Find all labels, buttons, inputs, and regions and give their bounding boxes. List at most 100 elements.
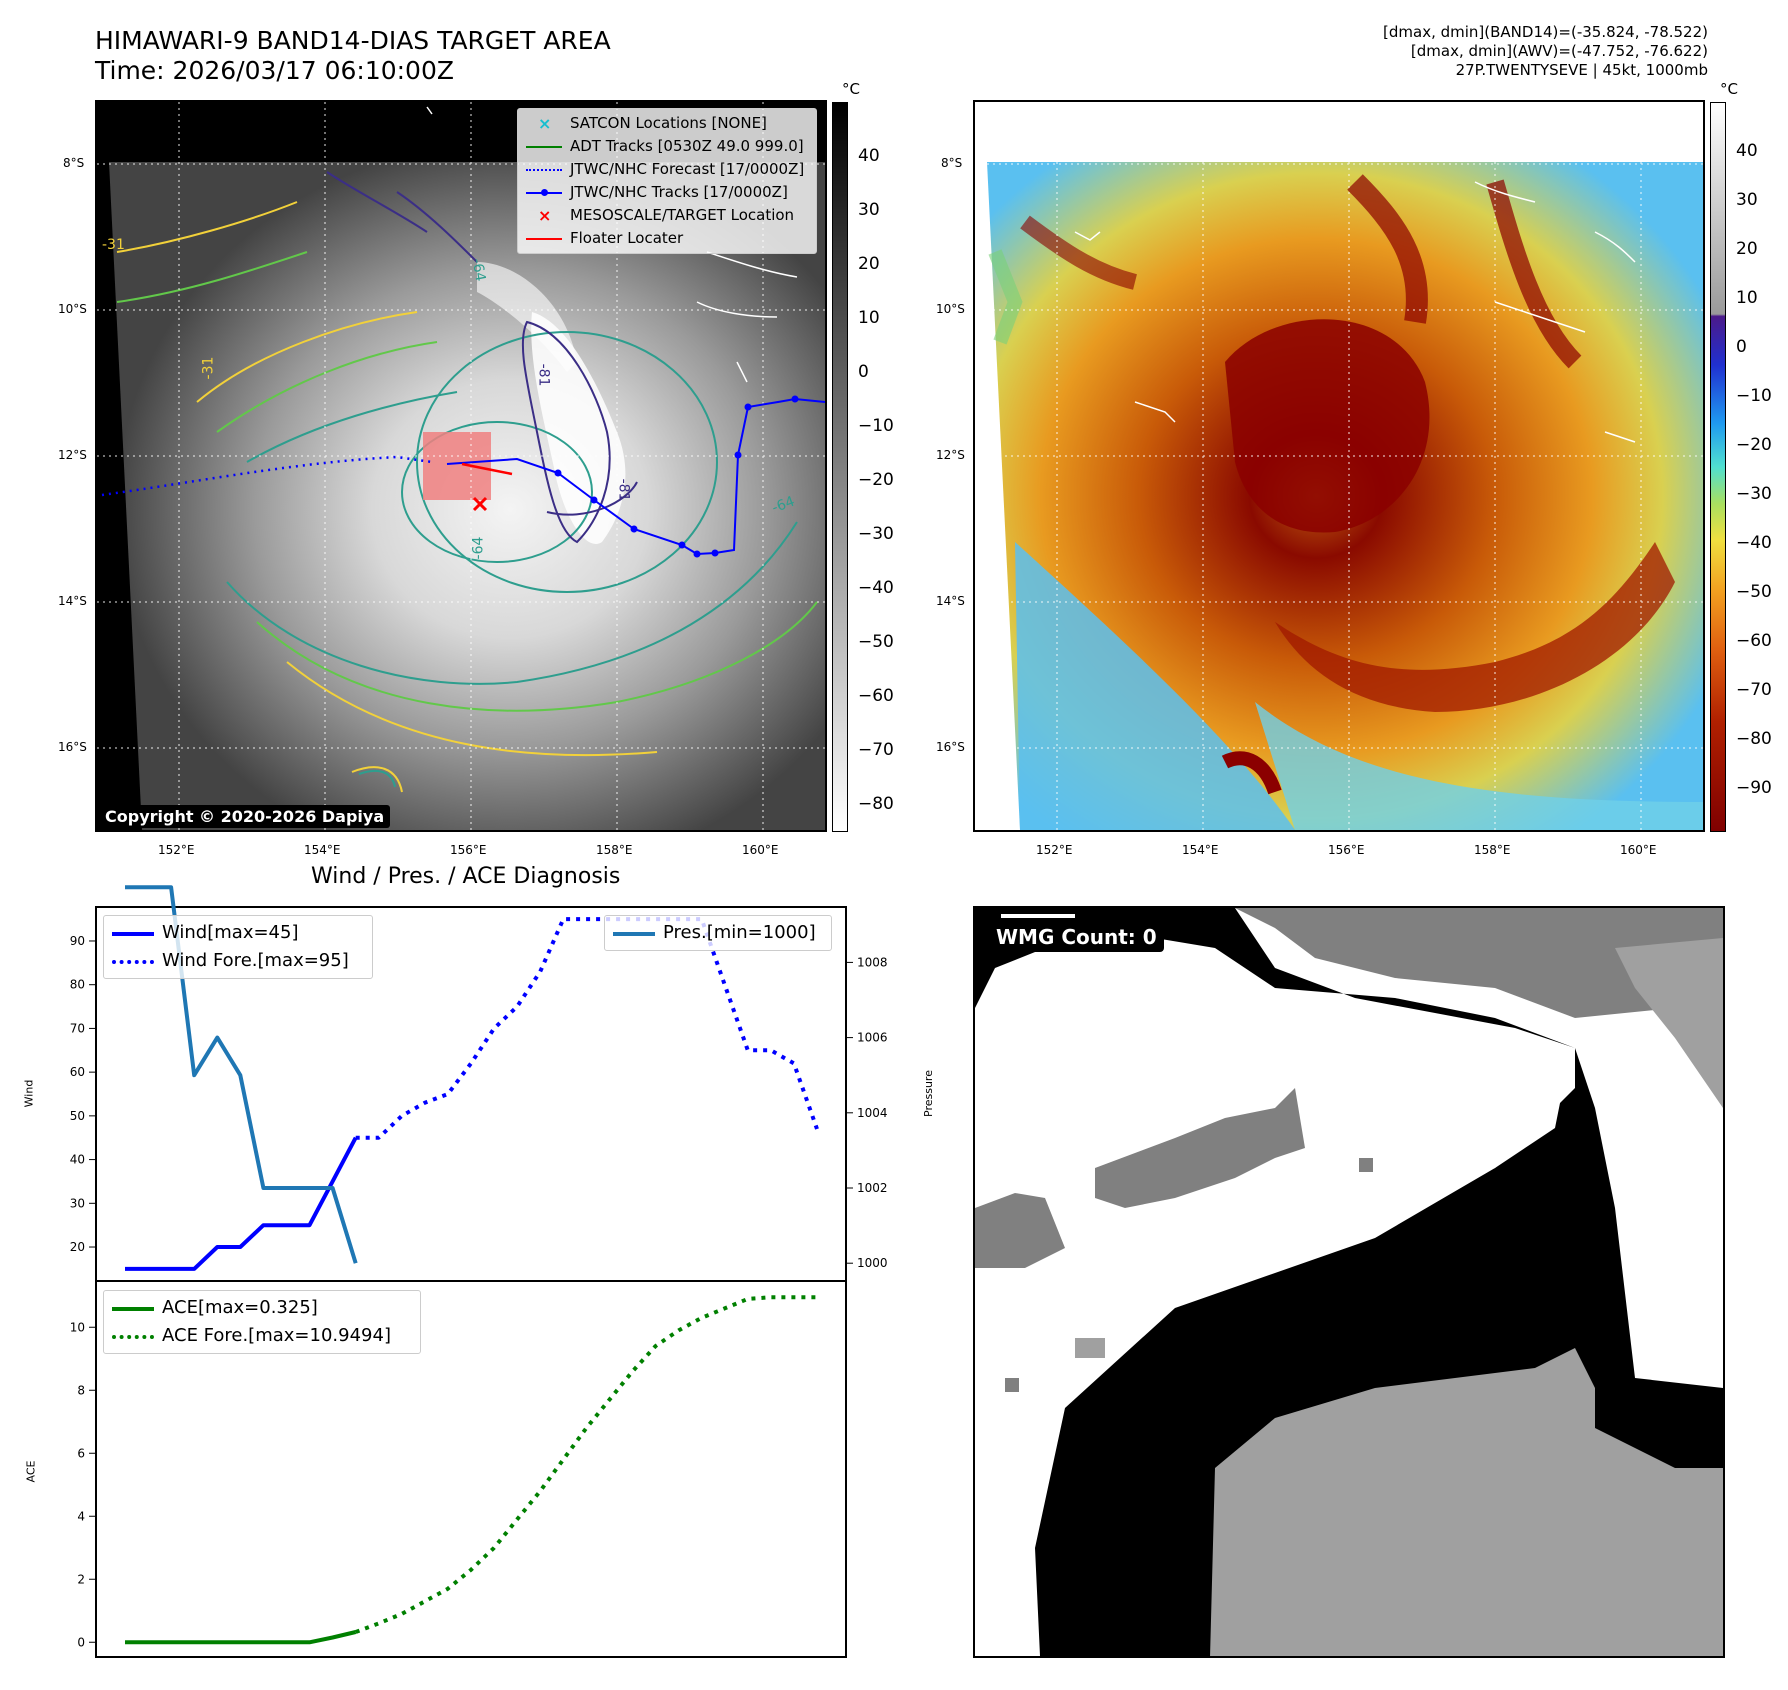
wind-legend: Wind[max=45] Wind Fore.[max=95] bbox=[103, 915, 373, 979]
y-tick-label: 4 bbox=[77, 1509, 85, 1523]
ace-svg: 0 2 4 6 8 10 bbox=[70, 1280, 847, 1658]
colorbar-tick: −30 bbox=[858, 524, 894, 544]
colorbar-tick: 30 bbox=[1736, 190, 1758, 210]
colorbar-tick: 20 bbox=[1736, 239, 1758, 259]
lon-label: 160°E bbox=[1620, 843, 1657, 857]
colorbar-tick: 10 bbox=[858, 308, 880, 328]
series-line bbox=[125, 1630, 357, 1645]
legend-item-wind-forecast: Wind Fore.[max=95] bbox=[112, 947, 364, 975]
colorbar-tick: −30 bbox=[1736, 484, 1772, 504]
line-marker-icon bbox=[526, 232, 562, 246]
y-tick-label: 1008 bbox=[857, 955, 888, 969]
contour-label: -81 bbox=[535, 363, 552, 387]
colorbar-tick: −60 bbox=[858, 686, 894, 706]
lat-label: 14°S bbox=[936, 594, 965, 608]
colorbar-tick: −80 bbox=[858, 794, 894, 814]
y-tick-label: 1000 bbox=[857, 1256, 888, 1270]
lat-label: 10°S bbox=[936, 302, 965, 316]
lat-label: 12°S bbox=[936, 448, 965, 462]
awv-map-image bbox=[975, 102, 1703, 830]
colorbar-tick: 40 bbox=[858, 146, 880, 166]
lon-label: 154°E bbox=[304, 843, 341, 857]
legend-item-wind: Wind[max=45] bbox=[112, 919, 364, 947]
legend-label: MESOSCALE/TARGET Location bbox=[570, 206, 795, 224]
y-tick-label: 30 bbox=[70, 1196, 85, 1210]
line-dot-icon bbox=[526, 186, 562, 200]
y-tick-label: 50 bbox=[70, 1109, 85, 1123]
colorbar-tick: 10 bbox=[1736, 288, 1758, 308]
legend-item-satcon: × SATCON Locations [NONE] bbox=[526, 112, 808, 135]
contour-label: -64 bbox=[470, 536, 487, 560]
colorbar-tick: −80 bbox=[1736, 729, 1772, 749]
colorbar-tick: −70 bbox=[1736, 680, 1772, 700]
y-tick-label: 8 bbox=[77, 1383, 85, 1397]
legend-label: ACE Fore.[max=10.9494] bbox=[162, 1325, 391, 1346]
lat-label: 14°S bbox=[58, 594, 87, 608]
scale-bar bbox=[1001, 914, 1075, 918]
title-line-2: Time: 2026/03/17 06:10:00Z bbox=[95, 56, 454, 85]
line-marker-icon bbox=[112, 1301, 154, 1315]
lon-label: 156°E bbox=[450, 843, 487, 857]
wmg-image bbox=[975, 908, 1723, 1656]
wind-pressure-svg: 20 30 40 50 60 70 80 90 1000 1002 1004 1006 1008 bbox=[70, 885, 888, 1282]
storm-info: 27P.TWENTYSEVE | 45kt, 1000mb bbox=[1455, 61, 1708, 79]
y-tick-label: 1002 bbox=[857, 1181, 888, 1195]
title-line-1: HIMAWARI-9 BAND14-DIAS TARGET AREA bbox=[95, 26, 611, 55]
y-tick-label: 1006 bbox=[857, 1031, 888, 1045]
y-tick-label: 80 bbox=[70, 978, 85, 992]
colorbar-tick: −50 bbox=[858, 632, 894, 652]
legend-label: Wind Fore.[max=95] bbox=[162, 950, 349, 971]
colorbar-tick: −10 bbox=[858, 416, 894, 436]
lat-label: 10°S bbox=[58, 302, 87, 316]
pressure-axis-label: Pressure bbox=[921, 1070, 935, 1117]
colorbar-unit: °C bbox=[1720, 80, 1738, 98]
legend-label: Floater Locater bbox=[570, 229, 684, 247]
x-marker-icon: × bbox=[538, 205, 552, 225]
lon-label: 158°E bbox=[1474, 843, 1511, 857]
y-tick-label: 70 bbox=[70, 1021, 85, 1035]
legend-item-ace: ACE[max=0.325] bbox=[112, 1294, 412, 1322]
y-tick-label: 6 bbox=[77, 1446, 85, 1460]
band14-colorbar bbox=[832, 102, 848, 832]
line-marker-icon bbox=[112, 926, 154, 940]
legend-label: JTWC/NHC Forecast [17/0000Z] bbox=[570, 160, 805, 178]
lat-label: 12°S bbox=[58, 448, 87, 462]
colorbar-tick: 0 bbox=[1736, 337, 1747, 357]
band14-map-image bbox=[97, 102, 825, 830]
wind-axis-label: Wind bbox=[22, 1079, 36, 1108]
lat-label: 16°S bbox=[58, 740, 87, 754]
diagnosis-title: Wind / Pres. / ACE Diagnosis bbox=[311, 864, 621, 889]
stats-band14: [dmax, dmin](BAND14)=(-35.824, -78.522) bbox=[1383, 23, 1708, 41]
contour-label: -31 bbox=[200, 356, 217, 380]
legend-label: SATCON Locations [NONE] bbox=[570, 114, 767, 132]
colorbar-tick: −40 bbox=[858, 578, 894, 598]
legend-item-target: × MESOSCALE/TARGET Location bbox=[526, 204, 808, 227]
y-tick-label: 10 bbox=[70, 1320, 85, 1334]
series-line bbox=[355, 917, 819, 1140]
lon-label: 154°E bbox=[1182, 843, 1219, 857]
legend-item-tracks: JTWC/NHC Tracks [17/0000Z] bbox=[526, 181, 808, 204]
colorbar-tick: −20 bbox=[1736, 435, 1772, 455]
colorbar-tick: 30 bbox=[858, 200, 880, 220]
stats-awv: [dmax, dmin](AWV)=(-47.752, -76.622) bbox=[1410, 42, 1708, 60]
wmg-panel: WMG Count: 0 bbox=[973, 906, 1725, 1658]
legend-item-floater: Floater Locater bbox=[526, 227, 808, 250]
dotted-line-icon bbox=[112, 954, 154, 968]
ace-legend: ACE[max=0.325] ACE Fore.[max=10.9494] bbox=[103, 1290, 421, 1354]
pressure-legend: Pres.[min=1000] bbox=[604, 915, 832, 951]
contour-label: -81 bbox=[615, 478, 632, 502]
colorbar-tick: −20 bbox=[858, 470, 894, 490]
wind-pressure-chart: 20 30 40 50 60 70 80 90 1000 1002 1004 1006 1008 bbox=[70, 885, 888, 1282]
lon-label: 152°E bbox=[158, 843, 195, 857]
colorbar-tick: 0 bbox=[858, 362, 869, 382]
stats-header: [dmax, dmin](BAND14)=(-35.824, -78.522) … bbox=[1383, 23, 1708, 80]
y-tick-label: 90 bbox=[70, 934, 85, 948]
lon-label: 156°E bbox=[1328, 843, 1365, 857]
legend-item-forecast: JTWC/NHC Forecast [17/0000Z] bbox=[526, 158, 808, 181]
y-tick-label: 20 bbox=[70, 1240, 85, 1254]
colorbar-tick: −90 bbox=[1736, 778, 1772, 798]
legend-label: Wind[max=45] bbox=[162, 922, 299, 943]
lat-label: 16°S bbox=[936, 740, 965, 754]
awv-colorbar bbox=[1710, 102, 1726, 832]
lon-label: 160°E bbox=[742, 843, 779, 857]
